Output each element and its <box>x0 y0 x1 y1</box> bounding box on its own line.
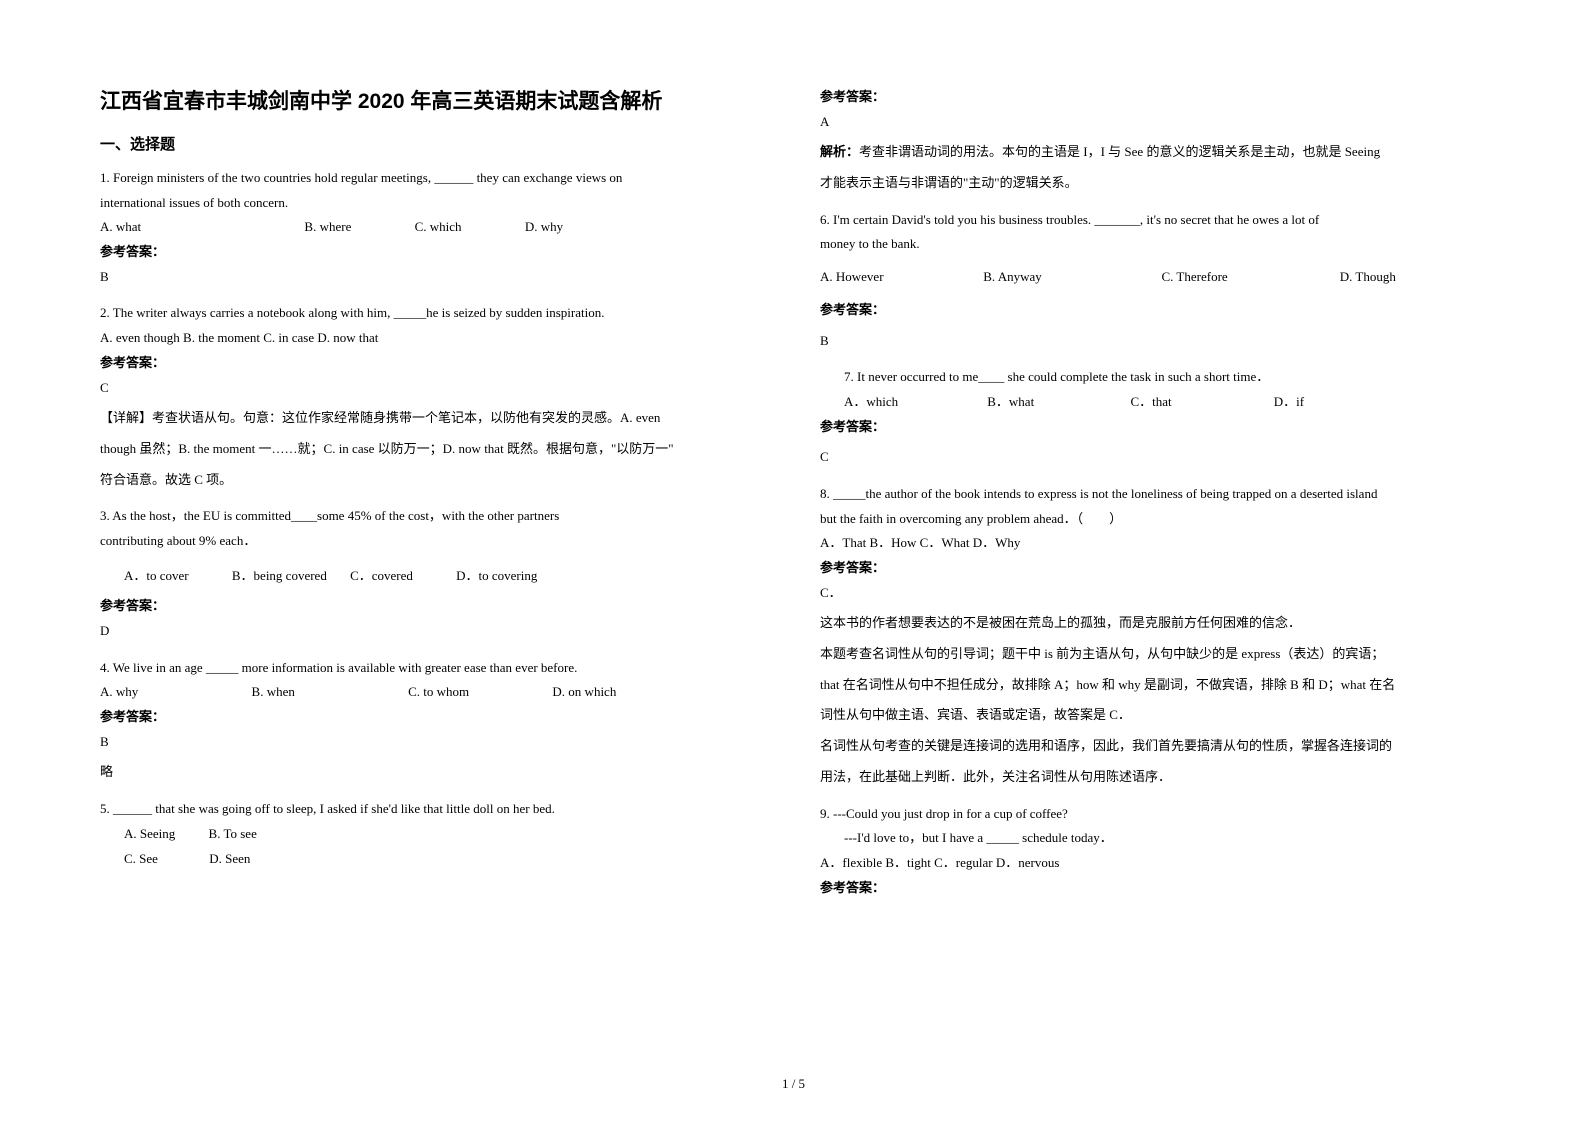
q8-line2: but the faith in overcoming any problem … <box>820 507 1480 532</box>
q3-optB: B．being covered <box>232 564 327 589</box>
q6-line2: money to the bank. <box>820 232 1480 257</box>
q4-options: A. why B. when C. to whom D. on which <box>100 680 760 705</box>
q1-optD: D. why <box>525 215 563 240</box>
q7-options: A．which B．what C．that D．if <box>820 390 1480 415</box>
q7-ans-label: 参考答案： <box>820 415 1480 440</box>
q5-optC: C. See <box>124 847 158 872</box>
q3-optC: C．covered <box>350 564 413 589</box>
q4-ans: B <box>100 730 760 755</box>
q5-ans: A <box>820 110 1480 135</box>
page-container: 江西省宜春市丰城剑南中学 2020 年高三英语期末试题含解析 一、选择题 1. … <box>0 0 1587 946</box>
q6-ans: B <box>820 329 1480 354</box>
q1-optA: A. what <box>100 215 141 240</box>
q8-exp5: 名词性从句考查的关键是连接词的选用和语序，因此，我们首先要搞清从句的性质，掌握各… <box>820 734 1480 759</box>
q5-optA: A. Seeing <box>124 822 175 847</box>
q7-optC: C．that <box>1131 390 1271 415</box>
question-7: 7. It never occurred to me____ she could… <box>820 365 1480 476</box>
q2-ans-label: 参考答案： <box>100 351 760 376</box>
q9-line1: 9. ---Could you just drop in for a cup o… <box>820 802 1480 827</box>
q7-optB: B．what <box>987 390 1127 415</box>
question-2: 2. The writer always carries a notebook … <box>100 301 760 498</box>
q4-optA: A. why <box>100 680 138 705</box>
q9-line2: ---I'd love to，but I have a _____ schedu… <box>820 826 1480 851</box>
q4-optC: C. to whom <box>408 680 469 705</box>
q4-optB: B. when <box>252 680 295 705</box>
q5-options-row2: C. See D. Seen <box>100 847 760 872</box>
q5-optB: B. To see <box>209 826 257 841</box>
right-column: 参考答案： A 解析：考查非谓语动词的用法。本句的主语是 I，I 与 See 的… <box>820 85 1480 906</box>
question-8: 8. _____the author of the book intends t… <box>820 482 1480 796</box>
q5-optD: D. Seen <box>209 851 250 866</box>
q1-line1: 1. Foreign ministers of the two countrie… <box>100 166 760 191</box>
q8-ans: C． <box>820 581 1480 606</box>
q3-line2: contributing about 9% each． <box>100 529 760 554</box>
doc-title: 江西省宜春市丰城剑南中学 2020 年高三英语期末试题含解析 <box>100 85 760 115</box>
q1-line2: international issues of both concern. <box>100 191 760 216</box>
q7-optD: D．if <box>1274 394 1304 409</box>
q5-exp-line1: 解析：考查非谓语动词的用法。本句的主语是 I，I 与 See 的意义的逻辑关系是… <box>820 140 1480 165</box>
q6-optC: C. Therefore <box>1162 265 1337 290</box>
q8-line1: 8. _____the author of the book intends t… <box>820 482 1480 507</box>
q2-exp2: though 虽然；B. the moment 一……就；C. in case … <box>100 437 760 462</box>
q5-ans-label: 参考答案： <box>820 85 1480 110</box>
q8-exp2: 本题考查名词性从句的引导词；题干中 is 前为主语从句，从句中缺少的是 expr… <box>820 642 1480 667</box>
explain-label: 解析： <box>820 144 859 159</box>
q6-line1: 6. I'm certain David's told you his busi… <box>820 208 1480 233</box>
q6-ans-label: 参考答案： <box>820 298 1480 323</box>
question-5: 5. ______ that she was going off to slee… <box>100 797 760 871</box>
q3-options: A．to cover B．being covered C．covered D．t… <box>100 564 760 589</box>
q1-ans: B <box>100 265 760 290</box>
q4-optD: D. on which <box>552 684 616 699</box>
q2-ans: C <box>100 376 760 401</box>
q9-options: A．flexible B．tight C．regular D．nervous <box>820 851 1480 876</box>
page-footer: 1 / 5 <box>0 1076 1587 1092</box>
q4-text: 4. We live in an age _____ more informat… <box>100 656 760 681</box>
q6-optA: A. However <box>820 265 980 290</box>
q1-optC: C. which <box>415 215 462 240</box>
q6-options: A. However B. Anyway C. Therefore D. Tho… <box>820 265 1480 290</box>
q2-exp3: 符合语意。故选 C 项。 <box>100 468 760 493</box>
question-3: 3. As the host，the EU is committed____so… <box>100 504 760 649</box>
q2-exp1: 【详解】考查状语从句。句意：这位作家经常随身携带一个笔记本，以防他有突发的灵感。… <box>100 406 760 431</box>
q5-text: 5. ______ that she was going off to slee… <box>100 797 760 822</box>
question-4: 4. We live in an age _____ more informat… <box>100 656 760 791</box>
q3-line1: 3. As the host，the EU is committed____so… <box>100 504 760 529</box>
q8-ans-label: 参考答案： <box>820 556 1480 581</box>
question-1: 1. Foreign ministers of the two countrie… <box>100 166 760 295</box>
q8-exp4: 词性从句中做主语、宾语、表语或定语，故答案是 C． <box>820 703 1480 728</box>
q2-text: 2. The writer always carries a notebook … <box>100 301 760 326</box>
q5-exp1: 考查非谓语动词的用法。本句的主语是 I，I 与 See 的意义的逻辑关系是主动，… <box>859 144 1380 159</box>
q6-optD: D. Though <box>1340 269 1396 284</box>
q5-answer-block: 参考答案： A 解析：考查非谓语动词的用法。本句的主语是 I，I 与 See 的… <box>820 85 1480 202</box>
q3-ans: D <box>100 619 760 644</box>
left-column: 江西省宜春市丰城剑南中学 2020 年高三英语期末试题含解析 一、选择题 1. … <box>100 85 760 906</box>
q3-ans-label: 参考答案： <box>100 594 760 619</box>
q8-exp6: 用法，在此基础上判断．此外，关注名词性从句用陈述语序． <box>820 765 1480 790</box>
question-9: 9. ---Could you just drop in for a cup o… <box>820 802 1480 901</box>
q2-options: A. even though B. the moment C. in case … <box>100 326 760 351</box>
q6-optB: B. Anyway <box>983 265 1158 290</box>
q4-ans-label: 参考答案： <box>100 705 760 730</box>
q7-text: 7. It never occurred to me____ she could… <box>820 365 1480 390</box>
q3-optA: A．to cover <box>124 564 189 589</box>
q7-ans: C <box>820 445 1480 470</box>
question-6: 6. I'm certain David's told you his busi… <box>820 208 1480 359</box>
q1-options: A. what B. where C. which D. why <box>100 215 760 240</box>
q5-exp2: 才能表示主语与非谓语的"主动"的逻辑关系。 <box>820 171 1480 196</box>
q8-options: A．That B．How C．What D．Why <box>820 531 1480 556</box>
q1-ans-label: 参考答案： <box>100 240 760 265</box>
q9-ans-label: 参考答案： <box>820 876 1480 901</box>
q7-optA: A．which <box>844 390 984 415</box>
section-heading: 一、选择题 <box>100 133 760 154</box>
q3-optD: D．to covering <box>456 564 537 589</box>
q1-optB: B. where <box>304 215 351 240</box>
q8-exp1: 这本书的作者想要表达的不是被困在荒岛上的孤独，而是克服前方任何困难的信念． <box>820 611 1480 636</box>
q8-exp3: that 在名词性从句中不担任成分，故排除 A；how 和 why 是副词，不做… <box>820 673 1480 698</box>
q4-exp: 略 <box>100 760 760 785</box>
q5-options-row1: A. Seeing B. To see <box>100 822 760 847</box>
